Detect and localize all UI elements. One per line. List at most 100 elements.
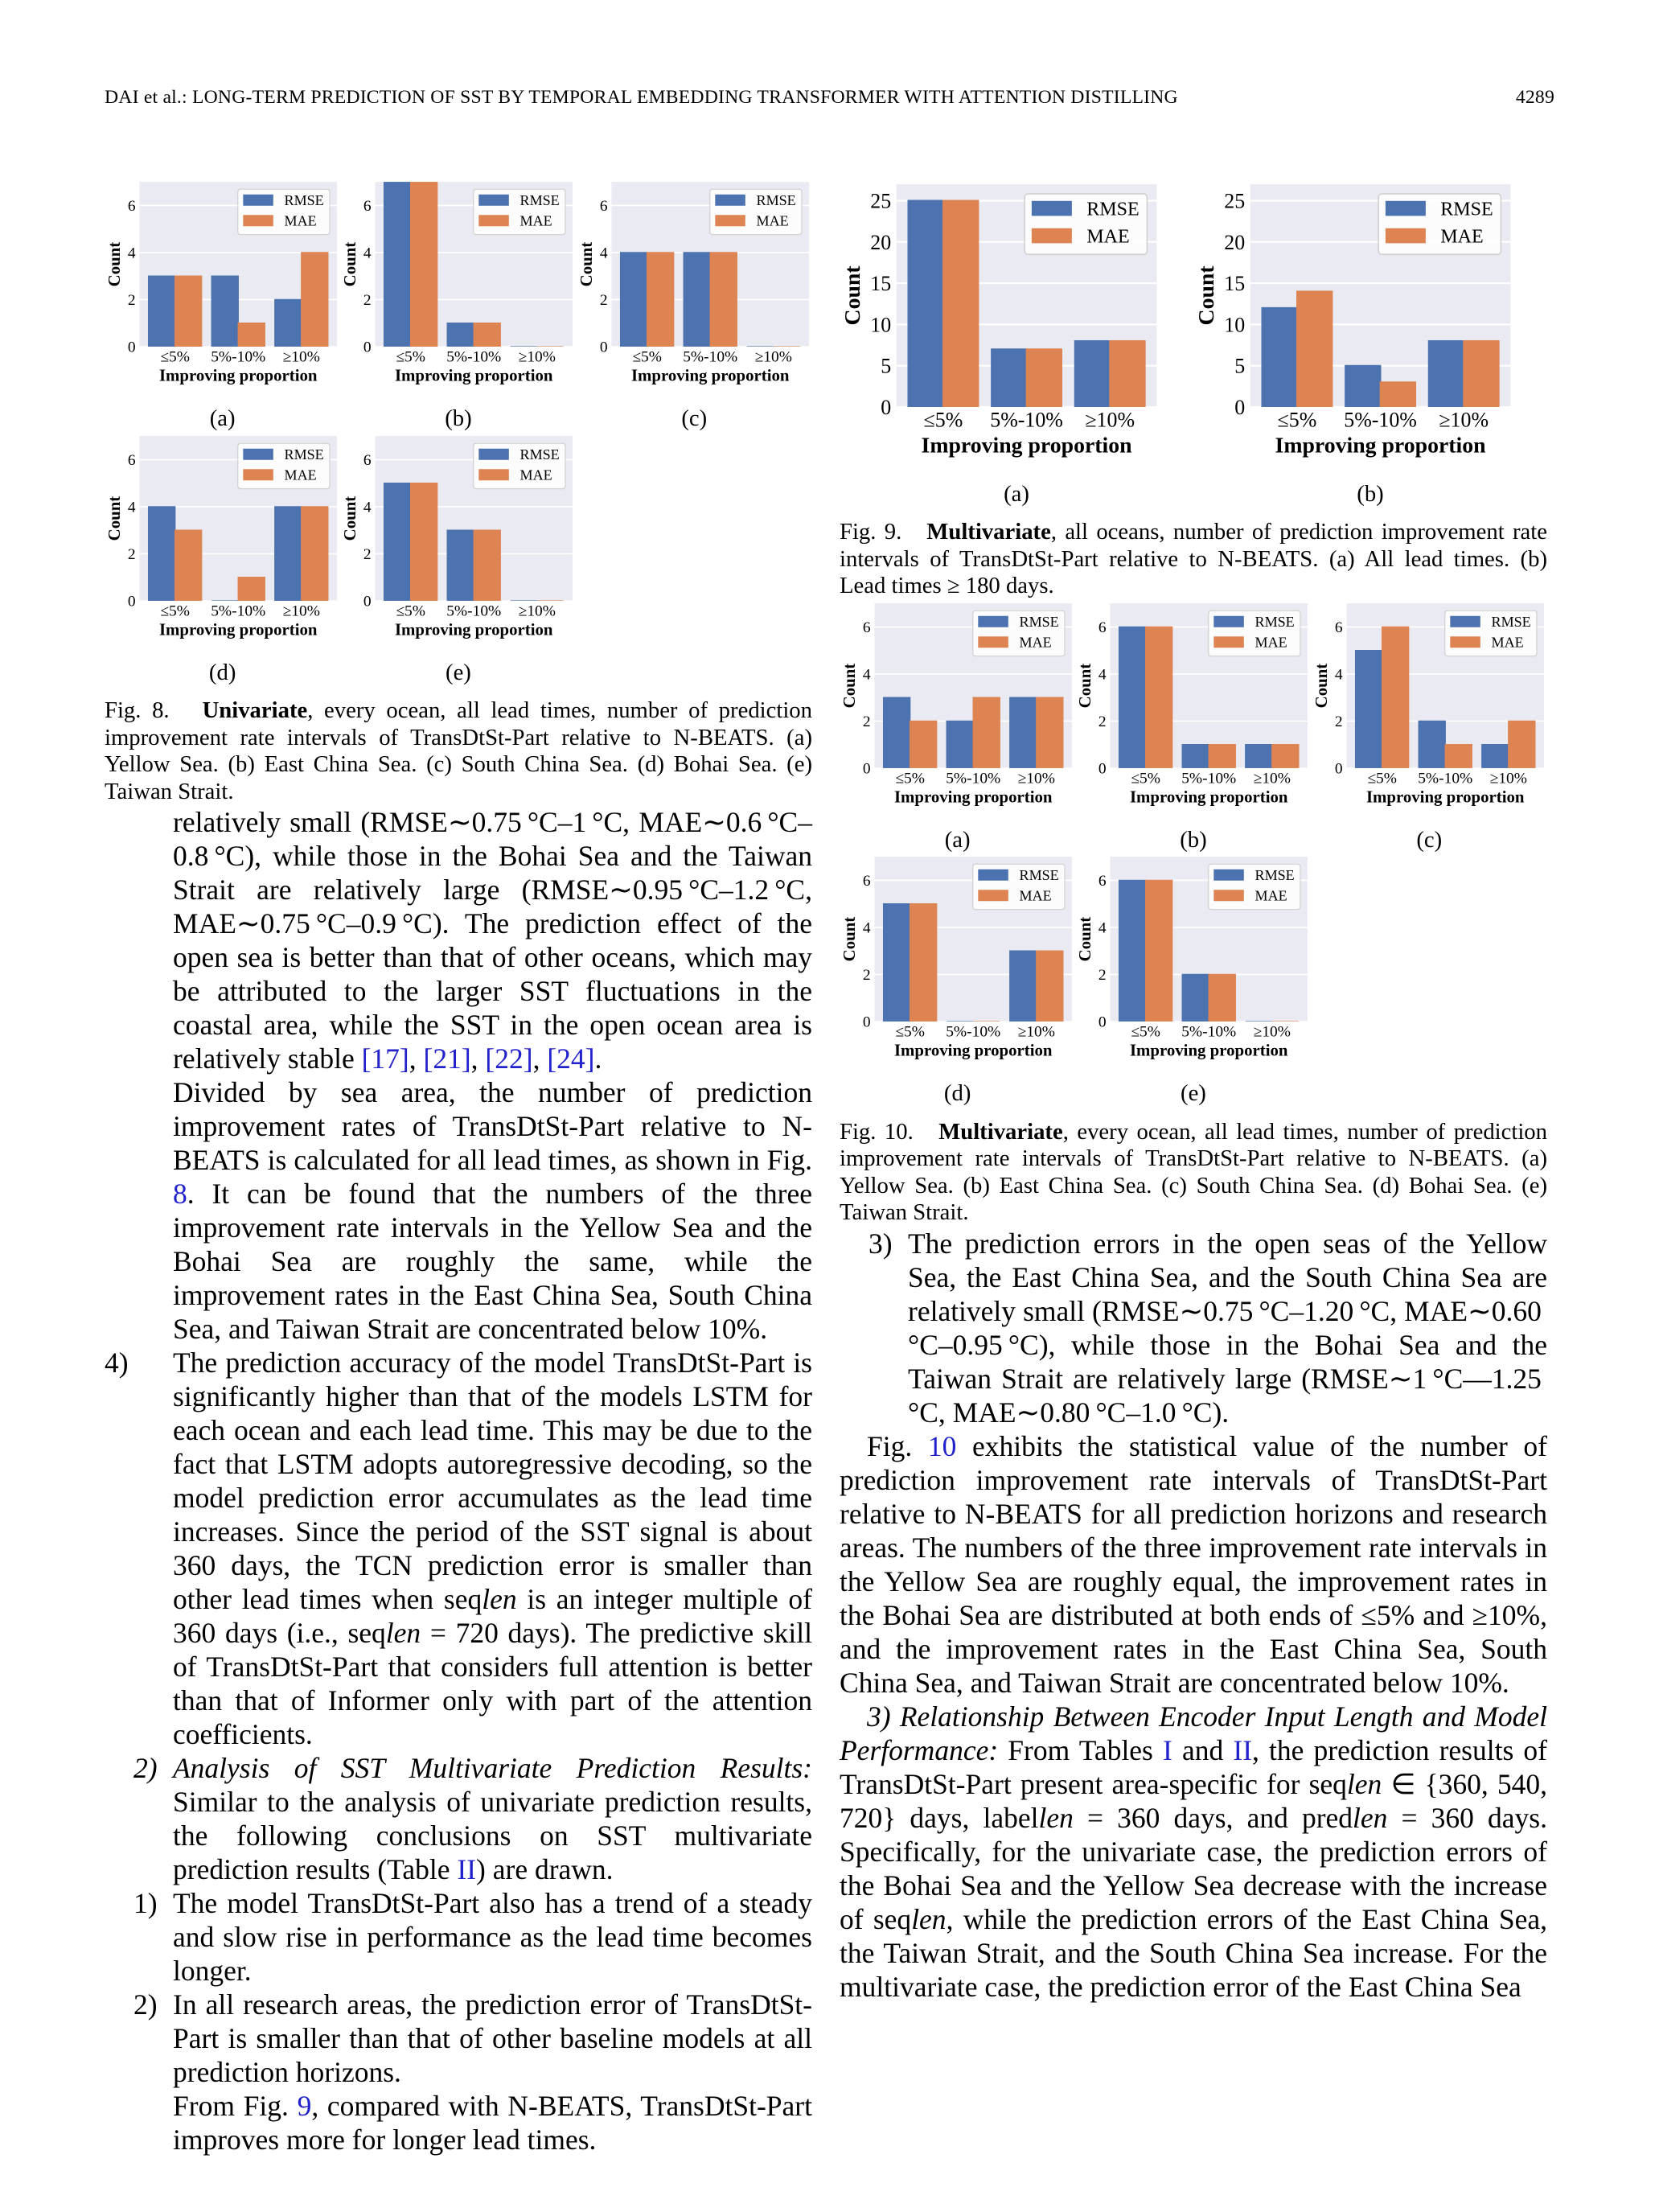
svg-text:Improving proportion: Improving proportion xyxy=(922,434,1133,458)
svg-text:≤5%: ≤5% xyxy=(1131,770,1161,787)
svg-text:4: 4 xyxy=(128,499,136,516)
svg-text:Count: Count xyxy=(105,242,124,287)
svg-text:Count: Count xyxy=(340,242,359,287)
svg-text:5%-10%: 5%-10% xyxy=(1182,1024,1237,1041)
svg-text:RMSE: RMSE xyxy=(1255,867,1295,883)
svg-text:Count: Count xyxy=(840,663,859,708)
svg-text:4: 4 xyxy=(1098,666,1107,683)
svg-text:2: 2 xyxy=(1098,713,1107,730)
svg-text:10: 10 xyxy=(1224,313,1245,336)
svg-text:5%-10%: 5%-10% xyxy=(946,1024,1000,1041)
svg-text:0: 0 xyxy=(363,339,372,356)
svg-text:5%-10%: 5%-10% xyxy=(211,602,265,619)
svg-text:4: 4 xyxy=(599,245,607,262)
svg-text:≤5%: ≤5% xyxy=(895,770,925,787)
svg-text:MAE: MAE xyxy=(1020,888,1052,904)
svg-text:5: 5 xyxy=(881,355,891,378)
svg-text:≥10%: ≥10% xyxy=(1085,408,1135,431)
svg-text:≥10%: ≥10% xyxy=(1254,770,1291,787)
svg-text:≤5%: ≤5% xyxy=(396,348,426,365)
svg-text:0: 0 xyxy=(1334,760,1342,777)
svg-text:6: 6 xyxy=(1098,873,1107,890)
svg-text:2: 2 xyxy=(863,713,871,730)
svg-text:25: 25 xyxy=(870,189,891,212)
svg-text:MAE: MAE xyxy=(1020,634,1052,650)
svg-text:2: 2 xyxy=(863,967,871,984)
svg-text:≤5%: ≤5% xyxy=(924,408,963,431)
svg-text:RMSE: RMSE xyxy=(1020,614,1059,630)
svg-text:0: 0 xyxy=(863,760,871,777)
svg-text:Improving proportion: Improving proportion xyxy=(894,1041,1053,1060)
svg-text:MAE: MAE xyxy=(756,213,788,229)
svg-text:0: 0 xyxy=(599,339,607,356)
svg-text:Improving proportion: Improving proportion xyxy=(1130,1041,1288,1060)
svg-text:Improving proportion: Improving proportion xyxy=(1130,787,1288,806)
svg-text:0: 0 xyxy=(863,1014,871,1031)
svg-text:6: 6 xyxy=(863,873,871,890)
svg-text:0: 0 xyxy=(881,396,891,419)
svg-text:Improving proportion: Improving proportion xyxy=(631,365,790,384)
svg-text:RMSE: RMSE xyxy=(1440,199,1493,220)
svg-text:15: 15 xyxy=(870,272,891,295)
svg-text:4: 4 xyxy=(128,245,136,262)
svg-text:5%-10%: 5%-10% xyxy=(447,602,502,619)
svg-text:5%-10%: 5%-10% xyxy=(1344,408,1417,431)
svg-text:RMSE: RMSE xyxy=(285,192,324,208)
svg-text:6: 6 xyxy=(599,198,607,215)
svg-text:Count: Count xyxy=(1075,663,1094,708)
svg-text:RMSE: RMSE xyxy=(1255,614,1295,630)
svg-text:MAE: MAE xyxy=(1440,226,1483,247)
svg-text:≤5%: ≤5% xyxy=(160,348,190,365)
svg-text:4: 4 xyxy=(863,920,871,937)
svg-text:2: 2 xyxy=(363,292,372,309)
svg-text:MAE: MAE xyxy=(1491,634,1523,650)
svg-text:5%-10%: 5%-10% xyxy=(447,348,502,365)
svg-text:4: 4 xyxy=(1098,920,1107,937)
svg-text:≥10%: ≥10% xyxy=(283,602,320,619)
svg-text:≤5%: ≤5% xyxy=(895,1024,925,1041)
svg-text:20: 20 xyxy=(870,231,891,254)
svg-text:≤5%: ≤5% xyxy=(160,602,190,619)
svg-text:5%-10%: 5%-10% xyxy=(1182,770,1237,787)
svg-text:5%-10%: 5%-10% xyxy=(990,408,1063,431)
svg-text:6: 6 xyxy=(1334,619,1342,636)
svg-text:RMSE: RMSE xyxy=(1020,867,1059,883)
svg-text:≤5%: ≤5% xyxy=(632,348,662,365)
svg-text:Count: Count xyxy=(1312,663,1331,708)
svg-text:≥10%: ≥10% xyxy=(1018,770,1055,787)
svg-text:2: 2 xyxy=(128,546,136,563)
svg-text:Count: Count xyxy=(340,495,359,541)
svg-text:0: 0 xyxy=(1098,1014,1107,1031)
svg-text:MAE: MAE xyxy=(1255,888,1287,904)
svg-text:Improving proportion: Improving proportion xyxy=(894,787,1053,806)
svg-text:≤5%: ≤5% xyxy=(1278,408,1317,431)
svg-text:15: 15 xyxy=(1224,272,1245,295)
svg-text:4: 4 xyxy=(1334,666,1342,683)
svg-text:2: 2 xyxy=(599,292,607,309)
svg-text:≤5%: ≤5% xyxy=(396,602,426,619)
svg-text:5%-10%: 5%-10% xyxy=(683,348,737,365)
svg-text:0: 0 xyxy=(1098,760,1107,777)
svg-text:6: 6 xyxy=(863,619,871,636)
svg-text:5: 5 xyxy=(1234,355,1245,378)
svg-text:6: 6 xyxy=(363,452,372,469)
svg-text:Improving proportion: Improving proportion xyxy=(395,365,553,384)
svg-text:≥10%: ≥10% xyxy=(519,602,556,619)
svg-text:5%-10%: 5%-10% xyxy=(211,348,265,365)
svg-text:Count: Count xyxy=(577,242,596,287)
svg-text:Count: Count xyxy=(840,917,859,962)
svg-text:2: 2 xyxy=(1098,967,1107,984)
svg-text:Count: Count xyxy=(1075,917,1094,962)
svg-text:RMSE: RMSE xyxy=(1086,199,1140,220)
svg-text:Improving proportion: Improving proportion xyxy=(1366,787,1525,806)
svg-text:5%-10%: 5%-10% xyxy=(946,770,1000,787)
svg-text:MAE: MAE xyxy=(1255,634,1287,650)
svg-text:0: 0 xyxy=(363,593,372,610)
svg-text:6: 6 xyxy=(128,452,136,469)
svg-text:4: 4 xyxy=(363,245,372,262)
svg-text:≥10%: ≥10% xyxy=(519,348,556,365)
svg-text:Improving proportion: Improving proportion xyxy=(1275,434,1487,458)
svg-text:RMSE: RMSE xyxy=(285,446,324,463)
svg-text:Improving proportion: Improving proportion xyxy=(159,619,318,639)
svg-text:≥10%: ≥10% xyxy=(754,348,791,365)
